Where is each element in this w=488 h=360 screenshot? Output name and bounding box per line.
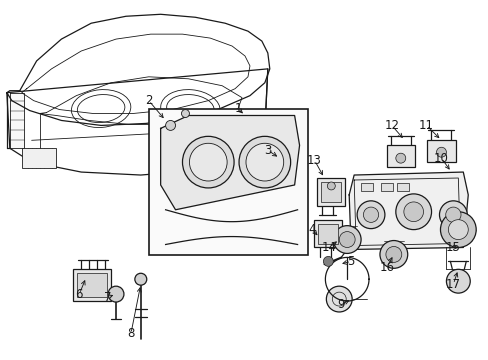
Polygon shape [161, 116, 299, 210]
Polygon shape [348, 172, 468, 249]
Circle shape [395, 194, 431, 230]
Polygon shape [10, 93, 24, 148]
Text: 12: 12 [384, 119, 399, 132]
Bar [386, 145, 414, 167]
Text: 10: 10 [433, 152, 448, 165]
Bar [321, 182, 341, 202]
Circle shape [356, 201, 384, 229]
Text: 6: 6 [75, 288, 83, 301]
Text: 15: 15 [445, 241, 460, 254]
Text: 17: 17 [445, 278, 460, 291]
Bar [318, 224, 338, 243]
Circle shape [395, 153, 405, 163]
Ellipse shape [182, 136, 234, 188]
Circle shape [339, 231, 354, 247]
Circle shape [323, 256, 333, 266]
Bar [380, 183, 392, 191]
Bar [396, 183, 408, 191]
Circle shape [445, 207, 460, 222]
Circle shape [333, 226, 360, 253]
Circle shape [108, 286, 123, 302]
Bar [148, 109, 307, 255]
Circle shape [446, 269, 469, 293]
Circle shape [363, 207, 378, 222]
Text: 11: 11 [418, 119, 433, 132]
Ellipse shape [239, 136, 290, 188]
Circle shape [326, 182, 335, 190]
Circle shape [181, 109, 189, 117]
Circle shape [440, 212, 475, 247]
Bar [426, 140, 455, 162]
Bar [73, 269, 111, 301]
Bar [317, 178, 345, 206]
Text: 4: 4 [308, 223, 316, 236]
Bar [360, 183, 372, 191]
Text: 2: 2 [145, 94, 152, 107]
Circle shape [439, 201, 467, 229]
Text: 3: 3 [264, 144, 271, 157]
Text: 16: 16 [379, 261, 394, 274]
Text: 7: 7 [104, 291, 112, 303]
Text: 13: 13 [306, 154, 321, 167]
Circle shape [379, 240, 407, 268]
Text: 9: 9 [337, 297, 345, 311]
Circle shape [165, 121, 175, 130]
Text: 1: 1 [234, 102, 241, 115]
Circle shape [135, 273, 146, 285]
Circle shape [385, 247, 401, 262]
Circle shape [403, 202, 423, 221]
Text: 5: 5 [347, 255, 354, 268]
Circle shape [325, 286, 351, 312]
Ellipse shape [189, 143, 226, 181]
Bar [77, 273, 107, 297]
Bar [21, 148, 56, 168]
Circle shape [436, 147, 446, 157]
Bar [314, 220, 342, 247]
Circle shape [447, 220, 468, 239]
Ellipse shape [245, 143, 283, 181]
Text: 14: 14 [321, 241, 336, 254]
Text: 8: 8 [127, 327, 134, 340]
